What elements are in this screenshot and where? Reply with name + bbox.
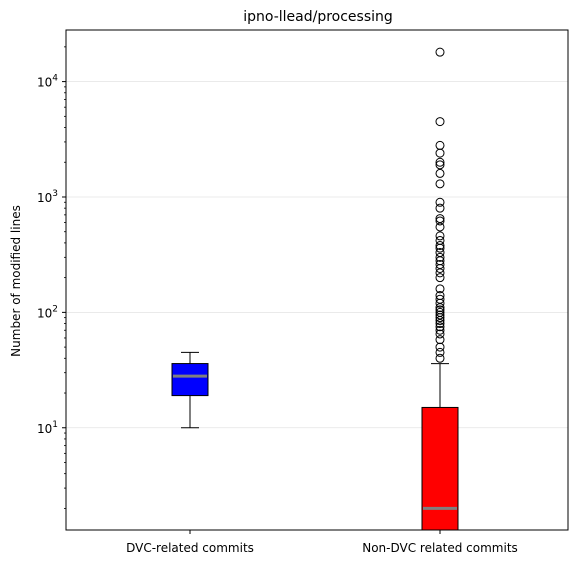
outlier-point [435, 353, 445, 363]
box-group-0 [171, 351, 209, 429]
y-tick-label: 104 [37, 74, 58, 90]
grid-lines [66, 81, 568, 429]
outlier-point [435, 284, 445, 294]
outlier-point [435, 307, 445, 317]
boxes [171, 47, 459, 531]
outlier-point [435, 214, 445, 224]
outlier-point [435, 319, 445, 329]
plot-frame [65, 29, 569, 531]
outlier-point [435, 248, 445, 258]
outlier-point [435, 335, 445, 345]
outlier-point [435, 179, 445, 189]
outlier-point [435, 259, 445, 269]
outlier-point [435, 231, 445, 241]
outlier-point [435, 140, 445, 150]
outlier-point [435, 157, 445, 167]
outlier-point [435, 216, 445, 226]
outlier-point [435, 347, 445, 357]
chart-title: ipno-llead/processing [243, 9, 393, 25]
y-axis-label: Number of modified lines [9, 205, 23, 357]
x-tick-label: DVC-related commits [126, 541, 254, 555]
outlier-point [435, 325, 445, 335]
box-body [421, 406, 459, 531]
outlier-point [435, 235, 445, 245]
outlier-point [435, 240, 445, 250]
outlier-point [435, 160, 445, 170]
outlier-point [435, 305, 445, 315]
outlier-point [435, 117, 445, 127]
outlier-point [435, 148, 445, 158]
outlier-point [435, 273, 445, 283]
y-tick-label: 102 [37, 304, 58, 320]
x-tick-label: Non-DVC related commits [362, 541, 518, 555]
outlier-point [435, 322, 445, 332]
outlier-point [435, 294, 445, 304]
axes: 101 102 103 104 DVC-related commits Non-DVC r… [37, 29, 569, 555]
box-group-1 [421, 47, 459, 531]
outlier-point [435, 203, 445, 213]
outlier-point [435, 329, 445, 339]
y-tick-label: 101 [37, 420, 58, 436]
y-tick-label: 103 [37, 189, 58, 205]
outlier-point [435, 342, 445, 352]
outlier-point [435, 168, 445, 178]
outlier-point [435, 197, 445, 207]
outlier-point [435, 47, 445, 57]
box-body [171, 363, 209, 397]
outlier-point [435, 252, 445, 262]
outlier-point [435, 291, 445, 301]
outlier-point [435, 310, 445, 320]
